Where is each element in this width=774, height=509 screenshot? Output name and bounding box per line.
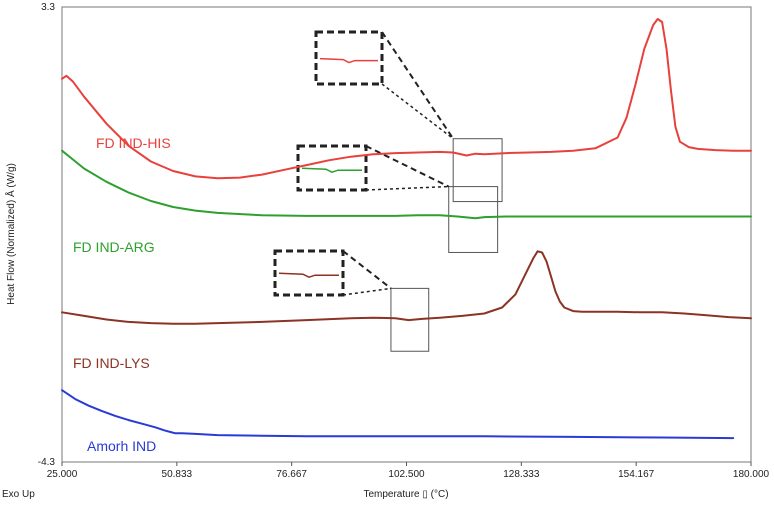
x-tick-label-3: 102.500 [388, 469, 425, 480]
y-tick-label-bottom: -4.3 [38, 457, 56, 468]
zoom-box-lys-connector-bottom [342, 287, 392, 296]
zoom-layer [273, 30, 503, 352]
x-tick-label-5: 154.167 [618, 469, 655, 480]
exo-up-label: Exo Up [2, 489, 35, 500]
zoom-box-lys-inset-trace [278, 272, 339, 279]
series-line-2 [61, 250, 752, 325]
plot-background [61, 6, 752, 463]
zoom-box-arg [448, 186, 499, 253]
series-label-amorph: Amorh IND [87, 438, 156, 454]
series-line-0 [61, 18, 752, 180]
y-tick-label-top: 3.3 [41, 2, 55, 13]
series-label-lys: FD IND-LYS [73, 355, 150, 371]
zoom-box-his-inset [314, 30, 384, 86]
series-layer [61, 18, 752, 440]
series-label-arg: FD IND-ARG [73, 239, 155, 255]
x-tick-label-2: 76.667 [276, 469, 307, 480]
zoom-box-arg-inset-trace [301, 167, 362, 174]
zoom-box-his-inset-trace [319, 57, 378, 64]
zoom-box-lys-connector-top [342, 250, 392, 290]
zoom-box-his [452, 138, 503, 203]
x-tick-label-6: 180.000 [733, 469, 770, 480]
zoom-box-arg-connector-top [365, 145, 450, 188]
series-line-3 [61, 389, 735, 440]
x-tick-label-0: 25.000 [47, 469, 78, 480]
y-axis-label: Heat Flow (Normalized) Å (W/g) [4, 163, 17, 305]
x-tick-label-1: 50.833 [162, 469, 193, 480]
series-label-his: FD IND-HIS [96, 135, 171, 151]
zoom-box-arg-connector-bottom [365, 185, 449, 191]
series-line-1 [61, 149, 752, 220]
zoom-box-lys [390, 287, 430, 352]
zoom-box-his-connector-top [381, 31, 455, 140]
x-axis-label: Temperature ▯ (°C) [363, 489, 448, 500]
zoom-box-his-connector-bottom [381, 83, 454, 140]
x-tick-label-4: 128.333 [503, 469, 540, 480]
x-axis-ticks: 25.000 50.833 76.667 102.500 128.333 154.167 1… [47, 462, 770, 480]
